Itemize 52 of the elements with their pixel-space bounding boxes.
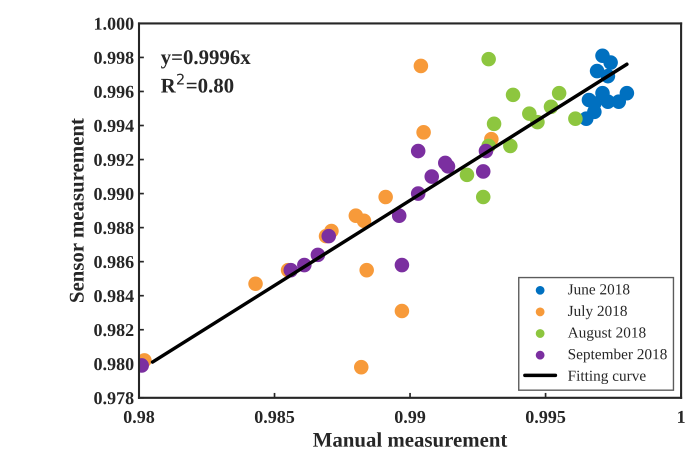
legend-label: June 2018	[568, 284, 630, 294]
point	[620, 86, 634, 100]
legend-label: September 2018	[568, 348, 667, 362]
y-tick-label: 0.982	[94, 324, 134, 336]
annotation: y=0.9996x	[160, 50, 251, 68]
y-tick-label: 0.978	[94, 392, 134, 404]
point	[321, 228, 336, 244]
point	[481, 52, 496, 66]
point	[354, 360, 369, 374]
legend-label: July 2018	[568, 305, 627, 320]
y-tick-label: 0.996	[94, 86, 134, 98]
y-tick-label: 0.994	[94, 120, 134, 132]
point	[568, 111, 583, 126]
x-tick-label: 0.995	[526, 410, 566, 424]
legend-label: Fitting curve	[568, 370, 646, 384]
point	[460, 168, 474, 182]
y-tick-label: 1.000	[94, 18, 134, 30]
point	[603, 55, 618, 70]
point	[424, 169, 440, 184]
point	[392, 208, 406, 223]
annotation: R$^{2}$=0.80	[161, 74, 234, 93]
x-tick-label: 0.985	[254, 410, 294, 424]
x-tick-label: 1	[678, 410, 685, 423]
y-tick-label: 0.980	[94, 358, 134, 370]
y-tick-label: 0.986	[94, 256, 134, 268]
y-tick-label: 0.998	[94, 52, 134, 64]
point	[410, 144, 426, 158]
y-tick-label: 0.990	[94, 188, 134, 200]
point	[476, 190, 491, 204]
y-axis-title: Sensor measurement	[70, 118, 84, 302]
point	[503, 138, 518, 154]
y-tick-label: 0.988	[94, 222, 134, 234]
point	[356, 214, 372, 228]
x-axis-title: Manual measurement	[313, 432, 508, 447]
point	[486, 116, 502, 132]
point	[394, 258, 410, 272]
point	[359, 262, 374, 278]
y-tick-label: 0.992	[94, 154, 134, 166]
point	[378, 190, 393, 204]
point	[440, 159, 456, 174]
y-tick-label: 0.984	[94, 290, 134, 302]
x-tick-label: 0.99	[394, 410, 426, 424]
point	[416, 125, 431, 140]
legend-label: August 2018	[568, 327, 646, 341]
point	[476, 164, 491, 179]
point	[248, 276, 263, 292]
x-tick-label: 0.98	[124, 410, 154, 424]
point	[414, 58, 428, 74]
point	[590, 64, 604, 78]
point	[394, 304, 410, 318]
point	[552, 86, 566, 100]
point	[506, 88, 520, 102]
